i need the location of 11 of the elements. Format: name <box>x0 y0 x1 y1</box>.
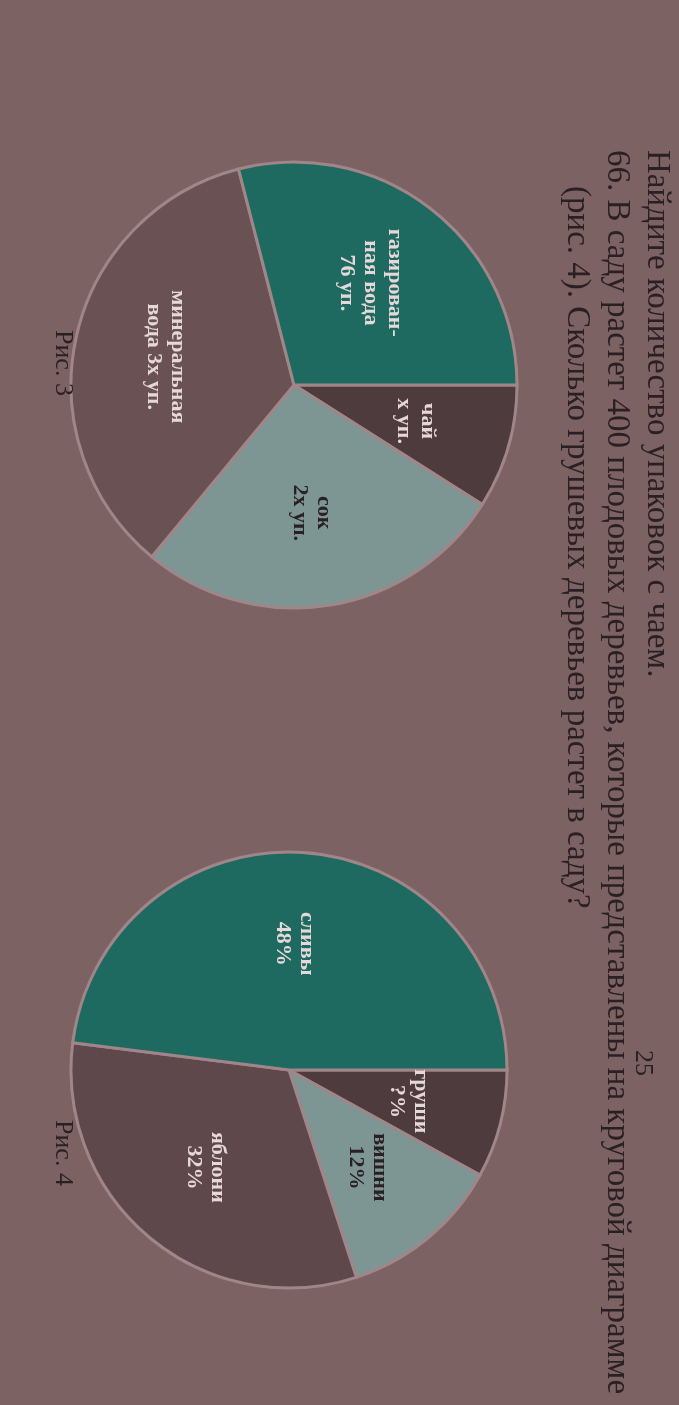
slice-label: чай x уп. <box>393 398 443 444</box>
slice-label: яблони 32% <box>183 1131 233 1204</box>
text: Найдите количество упаковок с чаем. <box>641 150 677 678</box>
slice-label: вишни 12% <box>345 1133 395 1202</box>
slice-label: минеральная вода 3x уп. <box>143 290 193 424</box>
text: Рис. 3 <box>49 330 79 396</box>
text: Рис. 4 <box>49 1120 79 1186</box>
slice-label: газирован- ная вода 76 уп. <box>336 228 410 337</box>
slice-label: сок 2x уп. <box>289 484 339 542</box>
slice-label: груши ?% <box>386 1069 436 1134</box>
slice-label: сливы 48% <box>272 911 322 976</box>
